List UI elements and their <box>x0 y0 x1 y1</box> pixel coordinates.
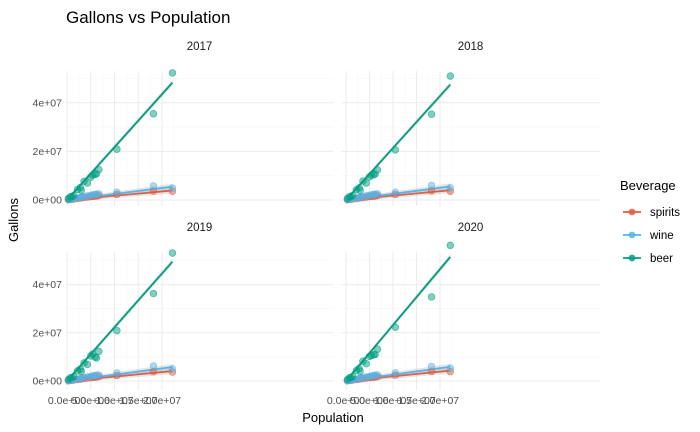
facet-panel-2019: 2019 0e+00 2e+07 4e+07 0.0e+005.0e+061.0e+07… <box>33 222 333 407</box>
facet-panel-2018: 2018 <box>341 41 600 206</box>
point-beer <box>113 145 121 153</box>
point-beer <box>446 72 455 80</box>
point-beer <box>348 191 357 200</box>
facet-panels: 2017 0e+00 2e+07 4e+07 2018 2019 0e+00 2e+07 4e+… <box>33 41 600 407</box>
point-beer <box>149 110 158 118</box>
x-tick-label: 1.5e+07 <box>397 395 435 407</box>
point-wine <box>427 362 436 371</box>
point-wine <box>113 369 121 377</box>
point-beer <box>356 186 364 194</box>
legend-key-point <box>628 254 636 262</box>
point-beer <box>168 69 177 77</box>
point-beer <box>83 360 92 369</box>
y-tick-label: 0e+00 <box>33 376 63 388</box>
y-tick-label: 2e+07 <box>33 327 63 339</box>
x-axis-title: Population <box>302 410 363 425</box>
point-beer <box>83 179 92 187</box>
point-beer <box>95 165 103 174</box>
point-beer <box>362 359 370 368</box>
point-wine <box>168 184 177 192</box>
point-wine <box>391 188 400 196</box>
x-tick-label: 5.0e+06 <box>72 395 110 407</box>
y-tick-label: 4e+07 <box>33 279 63 291</box>
point-beer <box>362 179 370 187</box>
point-beer <box>95 347 103 356</box>
point-beer <box>77 186 85 194</box>
point-beer <box>446 241 455 250</box>
y-tick-label: 0e+00 <box>33 195 63 207</box>
legend-label: wine <box>649 230 674 242</box>
point-wine <box>446 364 455 372</box>
point-wine <box>373 190 382 198</box>
y-tick-label: 2e+07 <box>33 146 63 158</box>
legend-label: beer <box>650 253 673 265</box>
point-wine <box>95 190 103 198</box>
x-tick-label: 1.0e+07 <box>374 395 412 407</box>
point-beer <box>149 289 158 298</box>
x-tick-label: 5.0e+06 <box>350 395 388 407</box>
facet-panel-2020: 2020 0.0e+005.0e+061.0e+071.5e+072.0e+07 <box>327 222 600 407</box>
point-beer <box>113 326 121 335</box>
facet-label: 2020 <box>458 222 484 234</box>
point-beer <box>391 323 400 331</box>
point-beer <box>92 354 101 362</box>
point-wine <box>149 182 158 190</box>
facet-panel-2017: 2017 0e+00 2e+07 4e+07 <box>33 41 333 207</box>
x-tick-label: 2.0e+07 <box>143 395 181 407</box>
facet-label: 2017 <box>187 41 213 53</box>
legend-key-point <box>628 231 636 239</box>
legend-label: spirits <box>650 207 680 219</box>
point-beer <box>391 146 400 154</box>
y-axis-title: Gallons <box>6 197 21 242</box>
point-beer <box>69 191 78 200</box>
point-beer <box>69 372 78 381</box>
point-beer <box>427 110 436 118</box>
legend: Beverage spirits wine beer <box>620 178 680 265</box>
legend-item-spirits: spirits <box>623 207 680 219</box>
legend-item-beer: beer <box>623 253 673 265</box>
chart-title: Gallons vs Population <box>66 8 230 27</box>
point-beer <box>168 249 177 257</box>
point-beer <box>373 345 382 353</box>
point-beer <box>348 372 357 381</box>
x-tick-label: 1.0e+07 <box>95 395 133 407</box>
point-wine <box>391 369 400 377</box>
x-tick-label: 0.0e+00 <box>327 395 365 407</box>
x-tick-label: 0.0e+00 <box>48 395 86 407</box>
point-wine <box>113 188 121 196</box>
x-tick-label: 2.0e+07 <box>421 395 459 407</box>
facet-label: 2018 <box>458 41 484 53</box>
point-wine <box>95 371 103 379</box>
point-wine <box>427 181 436 190</box>
point-wine <box>149 362 158 370</box>
legend-item-wine: wine <box>623 230 674 242</box>
legend-key-point <box>628 208 636 216</box>
point-beer <box>427 293 436 301</box>
y-axis-title-group: Gallons <box>6 197 21 242</box>
point-wine <box>373 371 382 379</box>
point-beer <box>356 367 364 375</box>
facet-label: 2019 <box>187 222 213 234</box>
legend-title: Beverage <box>620 178 676 193</box>
point-wine <box>168 365 177 373</box>
point-wine <box>446 184 455 192</box>
point-beer <box>77 367 85 376</box>
y-tick-label: 4e+07 <box>33 97 63 109</box>
x-tick-label: 1.5e+07 <box>119 395 157 407</box>
point-beer <box>373 166 382 174</box>
